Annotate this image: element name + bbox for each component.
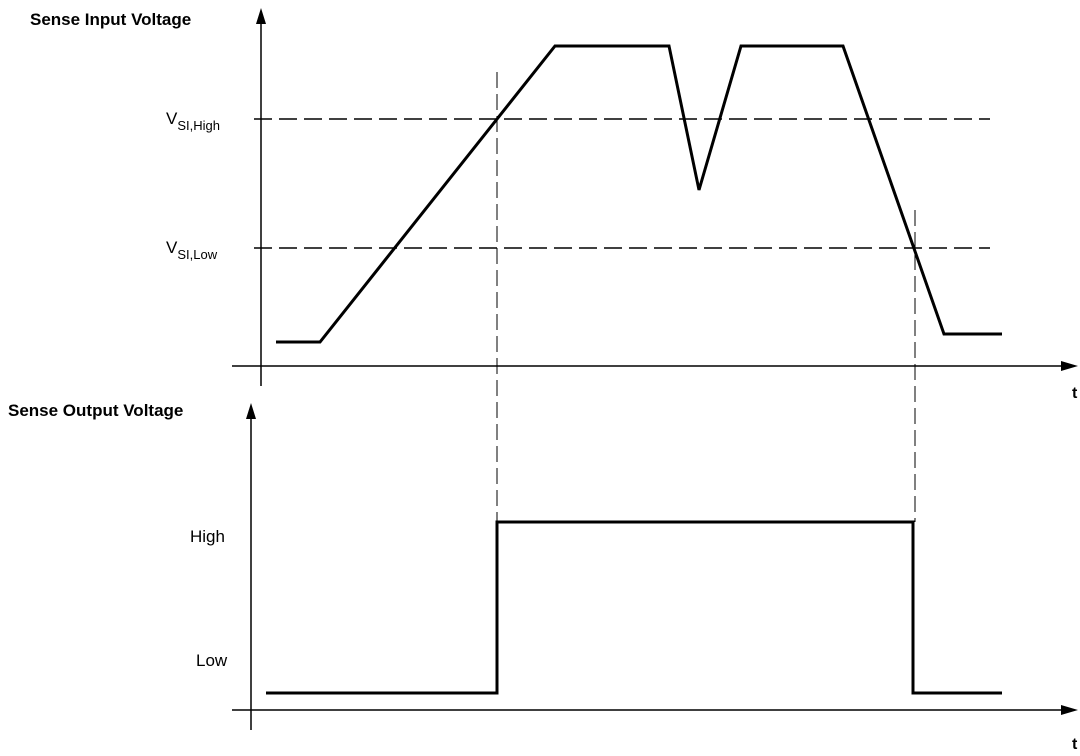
threshold-high-label: VSI,High xyxy=(166,109,220,133)
output-level-high-label: High xyxy=(190,527,225,546)
output-level-low-label: Low xyxy=(196,651,228,670)
output-x-axis-label: t xyxy=(1072,736,1078,753)
output-voltage-waveform xyxy=(266,520,1002,695)
output-y-axis-arrow xyxy=(246,403,256,419)
output-x-axis-arrow xyxy=(1061,705,1078,715)
input-y-axis-arrow xyxy=(256,8,266,24)
output-panel-title: Sense Output Voltage xyxy=(8,401,183,420)
input-x-axis-label: t xyxy=(1072,385,1078,402)
input-x-axis-arrow xyxy=(1061,361,1078,371)
input-voltage-waveform xyxy=(276,44,1002,344)
threshold-low-label: VSI,Low xyxy=(166,238,218,262)
input-panel-title: Sense Input Voltage xyxy=(30,10,191,29)
